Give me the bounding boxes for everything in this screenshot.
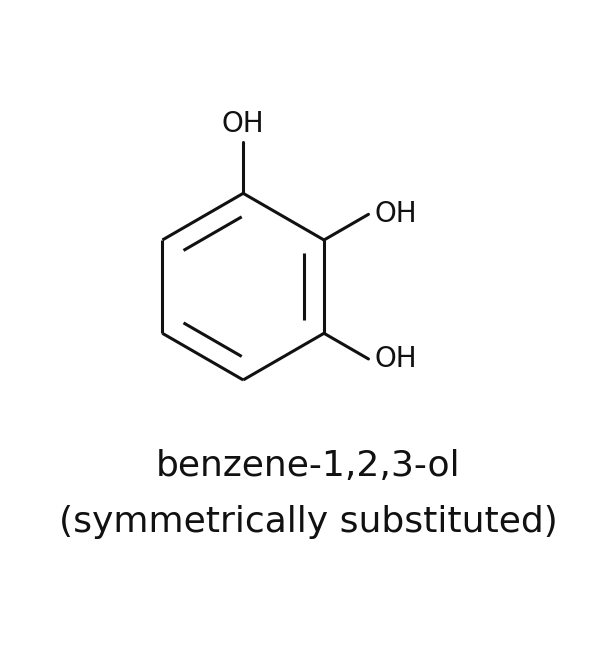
Text: benzene-1,2,3-ol: benzene-1,2,3-ol xyxy=(156,449,461,483)
Text: OH: OH xyxy=(222,110,264,139)
Text: OH: OH xyxy=(374,201,417,228)
Text: (symmetrically substituted): (symmetrically substituted) xyxy=(59,506,558,539)
Text: OH: OH xyxy=(374,345,417,373)
